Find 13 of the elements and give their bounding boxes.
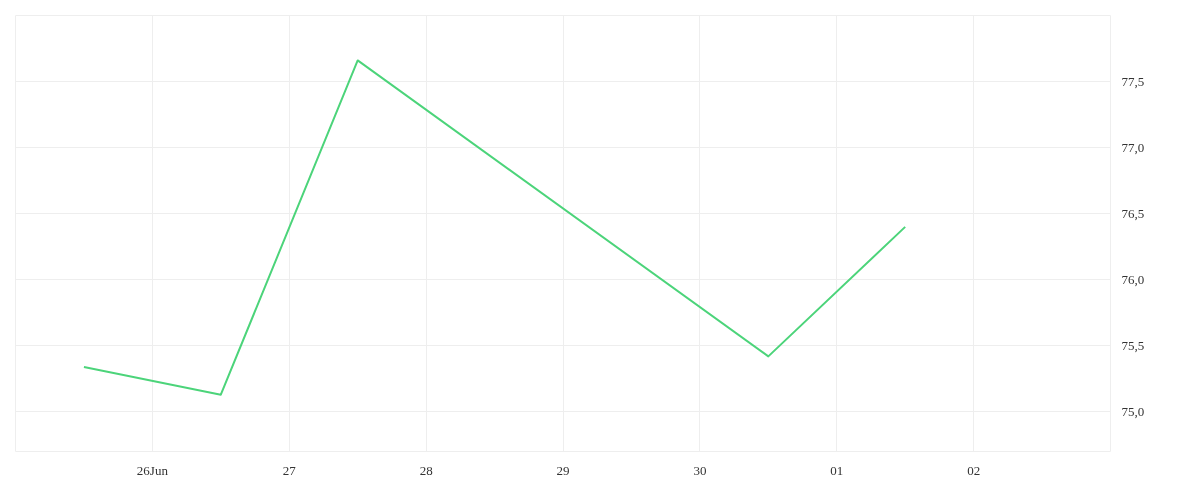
y-tick-label: 76,0 — [1121, 271, 1145, 287]
y-tick-label: 77,0 — [1121, 139, 1145, 155]
y-tick-label: 75,0 — [1121, 403, 1145, 419]
x-tick-label: 29 — [556, 462, 570, 478]
x-tick-label: 30 — [693, 462, 707, 478]
y-tick-label: 76,5 — [1121, 205, 1145, 221]
y-tick-label: 77,5 — [1121, 73, 1145, 89]
x-tick-label: 26Jun — [136, 462, 169, 478]
x-tick-label: 28 — [419, 462, 433, 478]
x-tick-label: 01 — [830, 462, 844, 478]
y-tick-label: 75,5 — [1121, 337, 1145, 353]
x-tick-label: 27 — [282, 462, 297, 478]
x-tick-label: 02 — [967, 462, 981, 478]
